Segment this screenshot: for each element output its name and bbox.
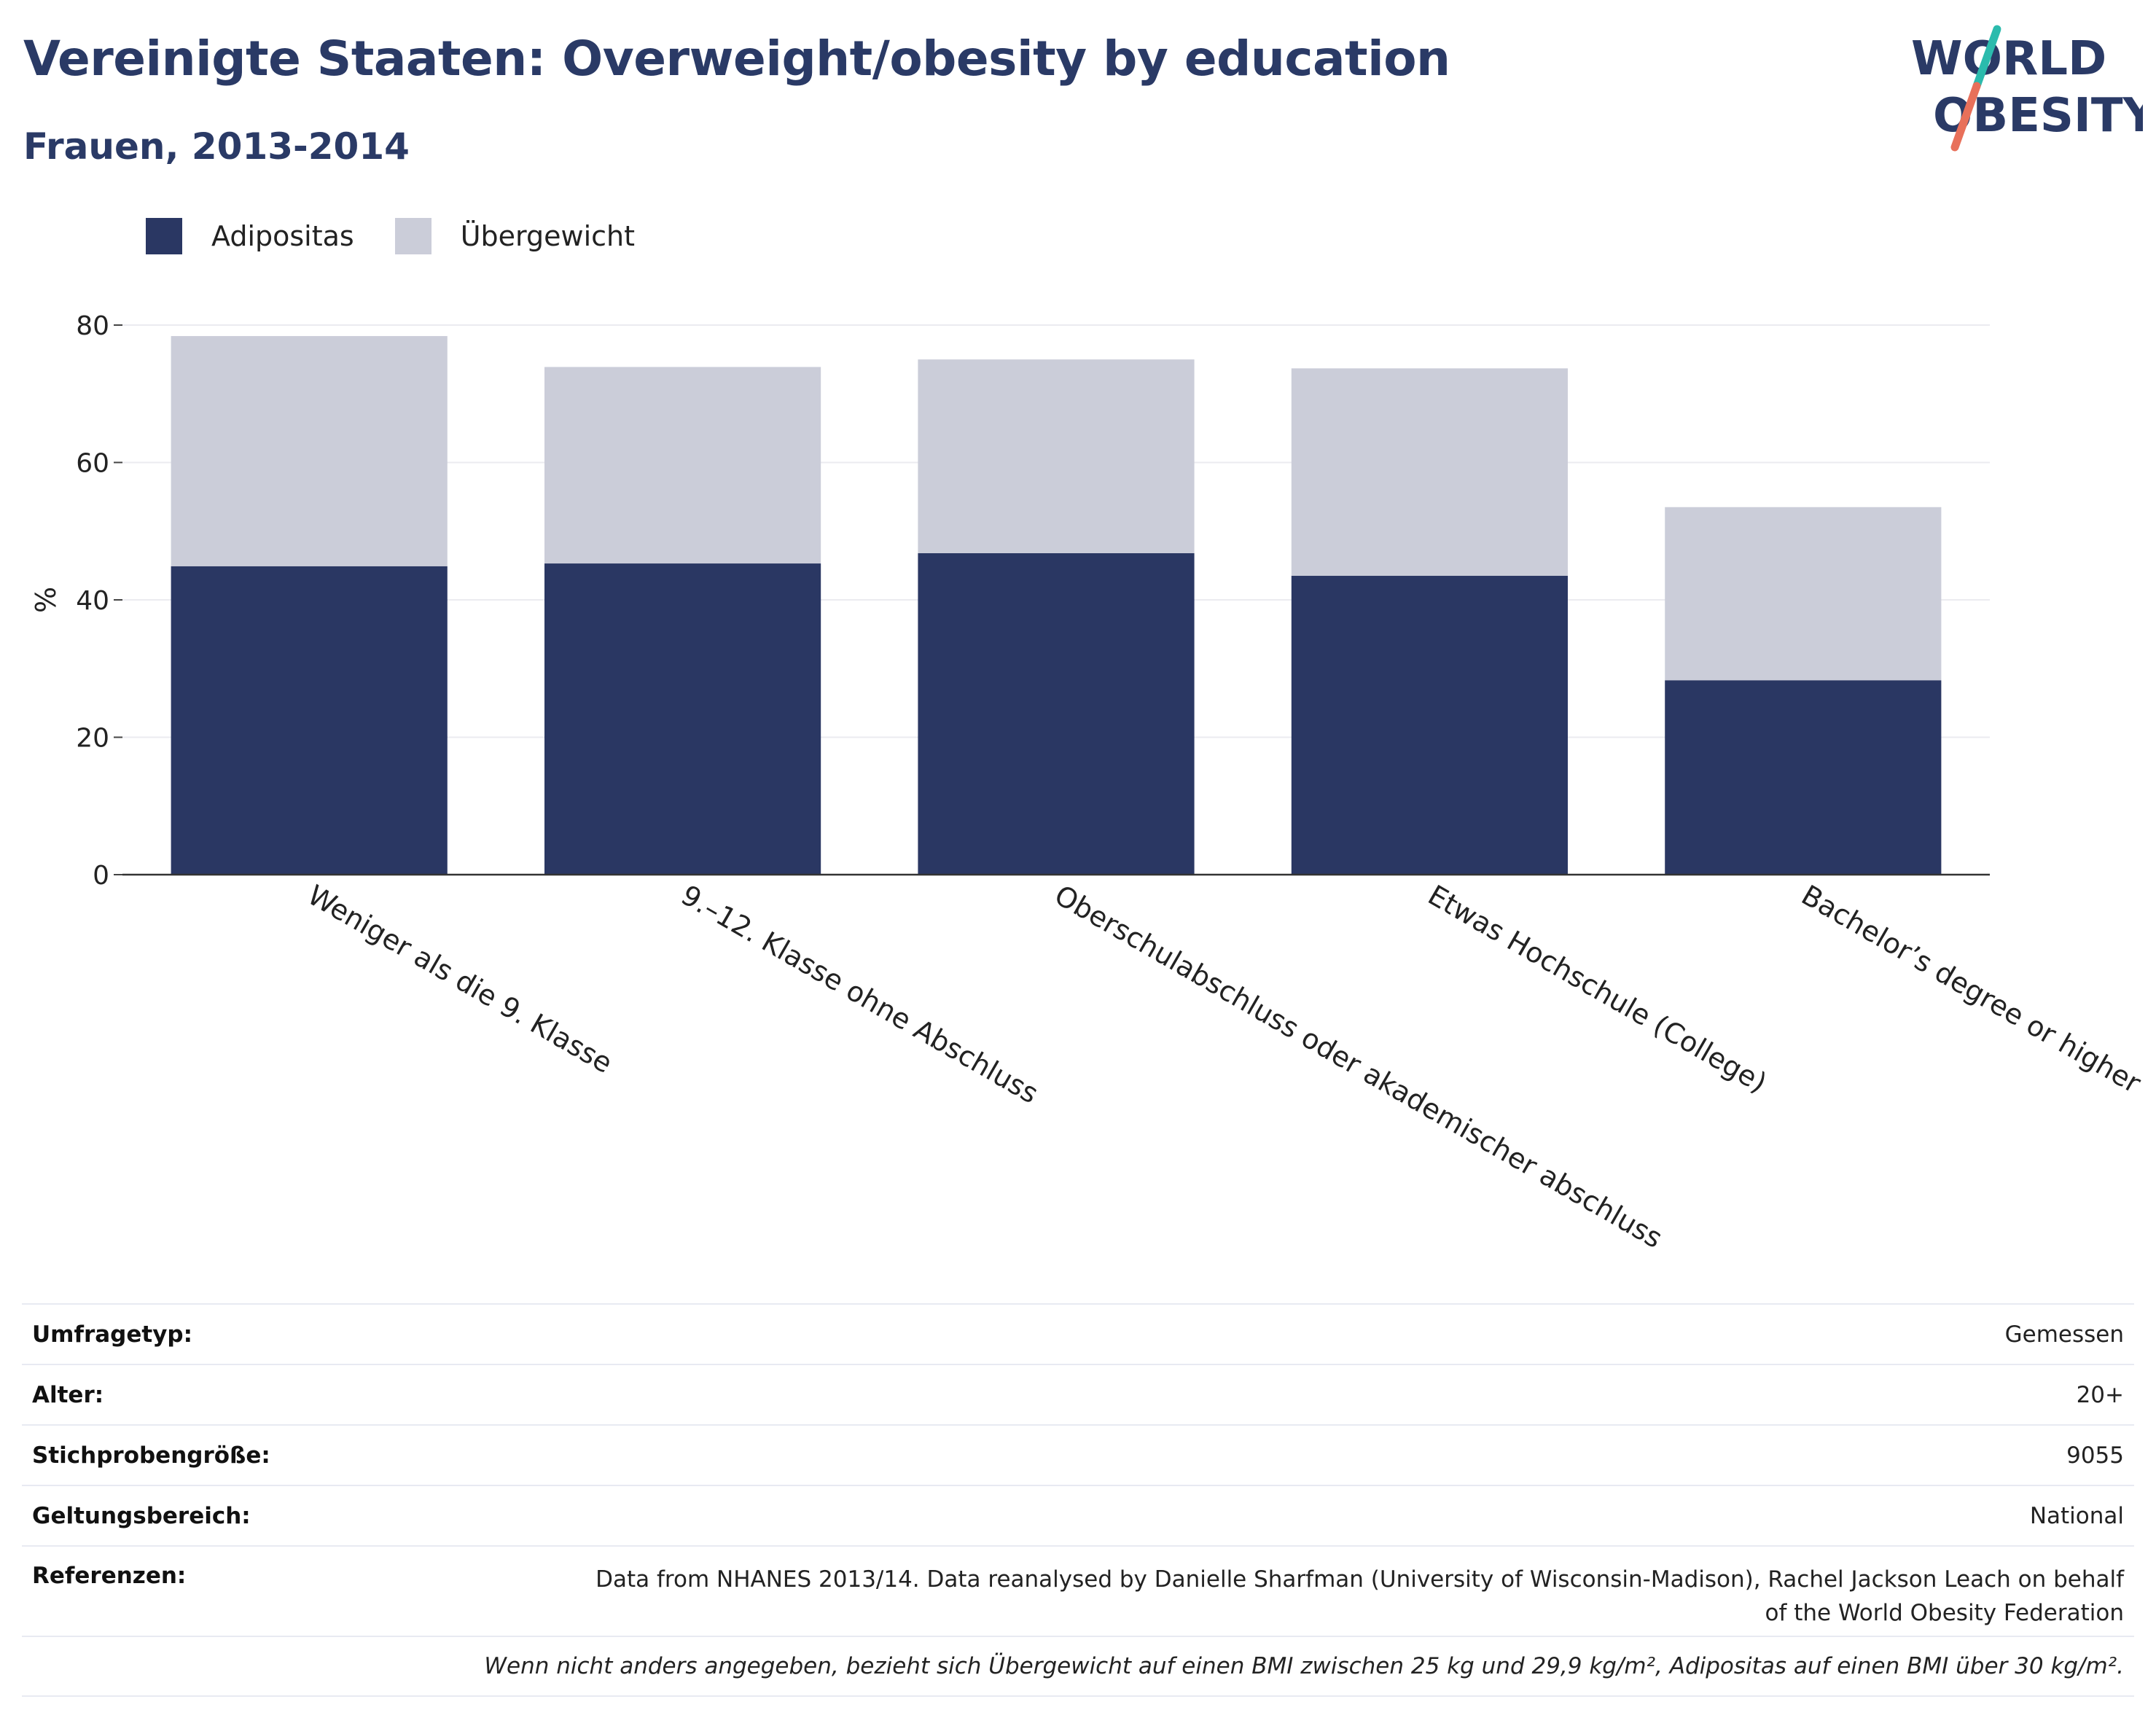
y-tick-label: 40 xyxy=(76,586,109,616)
bar-uebergewicht xyxy=(918,359,1195,553)
bmi-definition-note: Wenn nicht anders angegeben, bezieht sic… xyxy=(484,1653,2124,1679)
bar-adipositas xyxy=(171,566,448,875)
bar-adipositas xyxy=(544,563,821,875)
logo-slash-bottom xyxy=(1950,82,1981,152)
x-tick-label: Weniger als die 9. Klasse xyxy=(302,879,618,1079)
legend-label-adipositas: Adipositas xyxy=(211,220,354,252)
info-value: 9055 xyxy=(2066,1442,2124,1469)
info-label: Geltungsbereich: xyxy=(32,1502,251,1529)
y-tick-label: 60 xyxy=(76,449,109,479)
info-row-note: Wenn nicht anders angegeben, bezieht sic… xyxy=(22,1636,2134,1697)
y-tick-label: 0 xyxy=(93,861,109,891)
chart-title: Vereinigte Staaten: Overweight/obesity b… xyxy=(23,31,1450,87)
bar-uebergewicht xyxy=(1291,368,1568,577)
info-label: Alter: xyxy=(32,1381,104,1408)
legend-label-uebergewicht: Übergewicht xyxy=(460,220,635,252)
info-value: Gemessen xyxy=(2004,1321,2124,1348)
bar-uebergewicht xyxy=(171,336,448,566)
info-row-referenzen: Referenzen: Data from NHANES 2013/14. Da… xyxy=(22,1545,2134,1636)
legend-swatch-uebergewicht xyxy=(394,218,431,254)
x-tick-label: Etwas Hochschule (College) xyxy=(1423,879,1772,1099)
references-value: Data from NHANES 2013/14. Data reanalyse… xyxy=(595,1563,2124,1630)
x-tick-label: Oberschulabschluss oder akademischer abs… xyxy=(1050,879,1668,1254)
stacked-bar-chart: 0 20 40 60 80% Weniger als die 9. Klasse 9.–12… xyxy=(30,311,2147,1254)
bar-uebergewicht xyxy=(1665,507,1942,681)
world-obesity-logo: WORLD OBESITY xyxy=(1911,25,2143,152)
x-tick-label: 9.–12. Klasse ohne Abschluss xyxy=(676,879,1044,1110)
info-value: 20+ xyxy=(2076,1381,2124,1408)
info-row-umfragetyp: Umfragetyp: Gemessen xyxy=(22,1303,2134,1364)
logo-slash-top xyxy=(1972,25,2001,90)
y-tick-label: 20 xyxy=(76,724,109,754)
info-row-alter: Alter: 20+ xyxy=(22,1364,2134,1424)
references-line-2: of the World Obesity Federation xyxy=(1765,1600,2124,1626)
info-table: Umfragetyp: Gemessen Alter: 20+ Stichpro… xyxy=(22,1303,2134,1697)
info-row-stichprobengroesse: Stichprobengröße: 9055 xyxy=(22,1424,2134,1485)
bar-adipositas xyxy=(1291,576,1568,875)
info-label: Stichprobengröße: xyxy=(32,1442,270,1469)
x-tick-label: Bachelor’s degree or higher xyxy=(1796,879,2147,1100)
chart-subtitle: Frauen, 2013-2014 xyxy=(23,125,410,168)
y-axis-label: % xyxy=(30,587,62,613)
legend-swatch-adipositas xyxy=(146,218,182,254)
info-value: National xyxy=(2029,1502,2124,1529)
info-label: Referenzen: xyxy=(32,1563,187,1589)
legend-item-uebergewicht: Übergewicht xyxy=(394,218,635,254)
y-tick-label: 80 xyxy=(76,311,109,341)
bar-uebergewicht xyxy=(544,367,821,564)
references-line-1: Data from NHANES 2013/14. Data reanalyse… xyxy=(595,1566,2124,1593)
bar-adipositas xyxy=(918,552,1195,875)
legend-item-adipositas: Adipositas xyxy=(146,218,354,254)
logo-line-1: WORLD xyxy=(1911,32,2106,86)
chart-legend: Adipositas Übergewicht xyxy=(146,216,676,257)
bar-adipositas xyxy=(1665,680,1942,875)
info-label: Umfragetyp: xyxy=(32,1321,192,1348)
info-row-geltungsbereich: Geltungsbereich: National xyxy=(22,1485,2134,1545)
